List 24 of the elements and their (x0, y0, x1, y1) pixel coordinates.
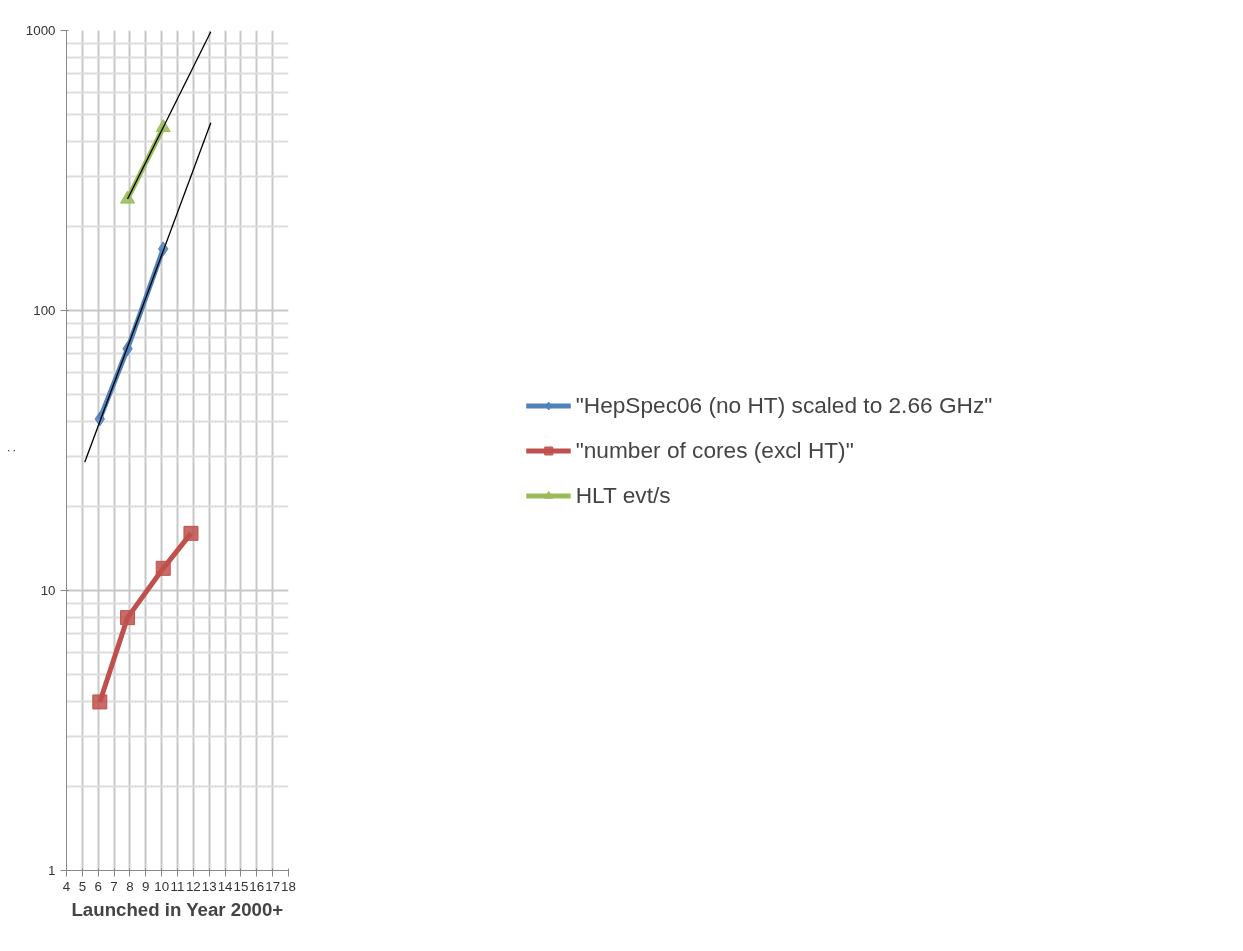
x-tick-label: 18 (281, 878, 296, 894)
y-tick-label: 1 (48, 863, 56, 878)
x-tick-label: 14 (217, 878, 234, 894)
legend-label: "HepSpec06 (no HT) scaled to 2.66 GHz" (575, 391, 993, 419)
x-tick-label: 9 (142, 878, 150, 894)
y-tick-label: 10 (40, 583, 56, 598)
x-tick-label: 12 (185, 878, 201, 894)
x-tick-label: 10 (154, 878, 170, 894)
x-tick-label: 11 (170, 878, 185, 894)
x-tick-label: 4 (62, 878, 71, 894)
y-tick-label: 1000 (25, 23, 56, 38)
x-tick-label: 15 (233, 878, 249, 894)
x-axis-title: Launched in Year 2000+ (71, 898, 284, 920)
x-tick-label: 17 (265, 878, 281, 894)
y-tick-label: 100 (33, 303, 56, 318)
x-tick-label: 8 (126, 878, 134, 894)
x-tick-label: 13 (201, 878, 217, 894)
x-tick-label: 7 (110, 878, 118, 894)
x-tick-label: 16 (249, 878, 265, 894)
legend-label: "number of cores (excl HT)" (575, 436, 855, 464)
x-tick-label: 5 (78, 878, 87, 894)
legend-label: HLT evt/s (575, 481, 672, 509)
x-tick-label: 6 (94, 878, 102, 894)
y-axis-title: : (3, 448, 18, 453)
